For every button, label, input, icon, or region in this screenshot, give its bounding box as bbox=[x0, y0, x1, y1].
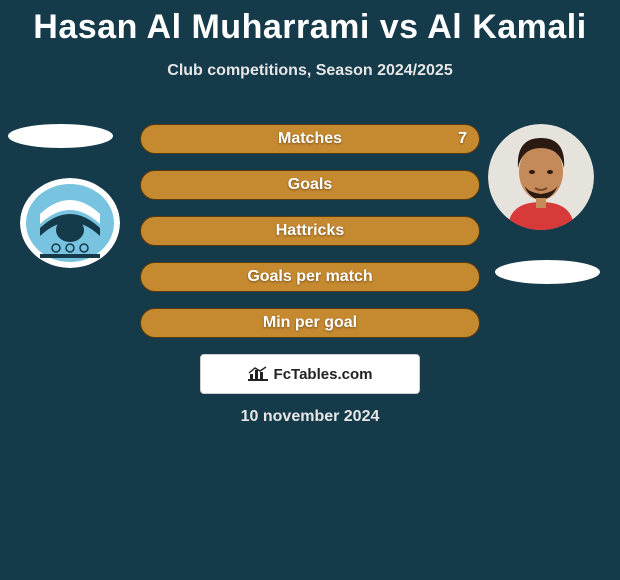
stat-bar-matches: Matches 7 bbox=[140, 124, 480, 154]
stat-label: Matches bbox=[278, 130, 342, 148]
stat-bar-goals: Goals bbox=[140, 170, 480, 200]
stat-bar-min-per-goal: Min per goal bbox=[140, 308, 480, 338]
player-avatar-icon bbox=[488, 124, 594, 230]
stat-bar-hattricks: Hattricks bbox=[140, 216, 480, 246]
left-club-badge bbox=[20, 178, 120, 268]
brand-link[interactable]: FcTables.com bbox=[200, 354, 420, 394]
subtitle: Club competitions, Season 2024/2025 bbox=[0, 62, 620, 80]
brand-text: FcTables.com bbox=[274, 366, 373, 383]
stat-label: Hattricks bbox=[276, 222, 344, 240]
page-title: Hasan Al Muharrami vs Al Kamali bbox=[0, 8, 620, 47]
right-name-pill bbox=[495, 260, 600, 284]
club-crest-icon bbox=[20, 178, 120, 268]
left-name-pill bbox=[8, 124, 113, 148]
stat-bar-goals-per-match: Goals per match bbox=[140, 262, 480, 292]
date-text: 10 november 2024 bbox=[0, 408, 620, 426]
stat-value-right: 7 bbox=[458, 130, 467, 148]
right-player-photo bbox=[488, 124, 594, 230]
comparison-card: Hasan Al Muharrami vs Al Kamali Club com… bbox=[0, 0, 620, 580]
stat-bars: Matches 7 Goals Hattricks Goals per matc… bbox=[140, 124, 480, 354]
bar-chart-icon bbox=[248, 366, 268, 382]
stat-label: Goals per match bbox=[247, 268, 372, 286]
stat-label: Goals bbox=[288, 176, 332, 194]
stat-label: Min per goal bbox=[263, 314, 357, 332]
